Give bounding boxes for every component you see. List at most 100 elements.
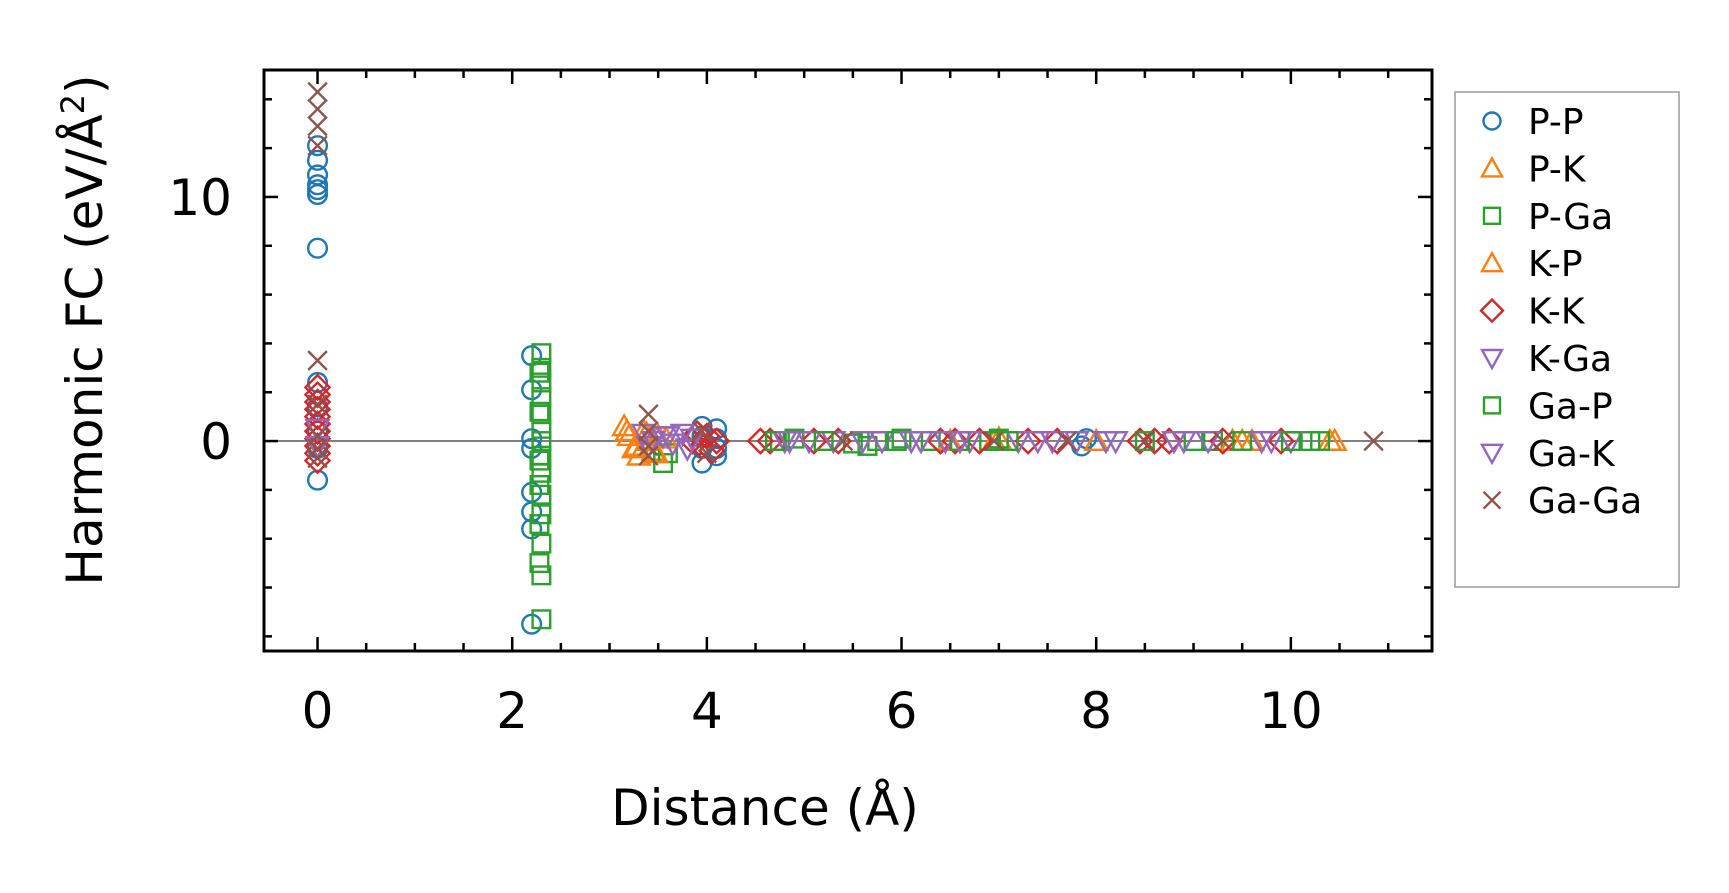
data-point bbox=[697, 437, 726, 465]
data-point bbox=[1134, 431, 1155, 452]
y-axis-label: Harmonic FC (eV/Å2) bbox=[54, 74, 114, 585]
data-point bbox=[303, 395, 332, 424]
legend-label: P-K bbox=[1528, 149, 1587, 190]
data-point bbox=[800, 427, 828, 455]
legend-marker bbox=[1479, 250, 1505, 273]
legend-label: K-P bbox=[1528, 244, 1583, 285]
data-point bbox=[898, 431, 925, 455]
data-point bbox=[531, 431, 552, 452]
data-point bbox=[306, 371, 329, 394]
data-point bbox=[307, 98, 328, 120]
data-point bbox=[1195, 431, 1222, 455]
legend: P-P P-K P-Ga K-P K-K K-Ga Ga-P Ga-K Ga-Ga bbox=[1479, 102, 1642, 522]
data-point bbox=[531, 609, 552, 630]
data-point bbox=[306, 135, 329, 157]
data-point bbox=[1363, 430, 1384, 452]
legend-label: P-P bbox=[1528, 102, 1584, 143]
data-point bbox=[746, 427, 775, 455]
data-point bbox=[1232, 431, 1253, 452]
data-point bbox=[531, 404, 552, 425]
y-axis-label-end: ) bbox=[56, 74, 114, 94]
x-tick-label: 2 bbox=[496, 682, 528, 740]
data-point bbox=[776, 431, 803, 455]
data-point bbox=[891, 428, 912, 449]
data-point bbox=[832, 430, 854, 452]
data-point bbox=[1014, 427, 1042, 455]
data-point bbox=[1134, 430, 1156, 452]
data-point bbox=[1208, 427, 1237, 455]
plot-frame bbox=[262, 68, 1434, 653]
data-point bbox=[531, 357, 552, 378]
data-point bbox=[1161, 431, 1188, 455]
data-point bbox=[1056, 430, 1078, 452]
data-point bbox=[1039, 431, 1066, 455]
data-point bbox=[306, 469, 329, 491]
data-points bbox=[303, 81, 1384, 635]
y-tick-label: 0 bbox=[200, 413, 232, 471]
data-point bbox=[638, 445, 659, 466]
data-point bbox=[307, 438, 328, 459]
legend-marker bbox=[1479, 297, 1505, 324]
data-point bbox=[307, 115, 328, 137]
x-tick-label: 8 bbox=[1080, 682, 1112, 740]
legend-label: Ga-Ga bbox=[1528, 481, 1642, 522]
data-point bbox=[529, 450, 550, 471]
series-p-p bbox=[306, 135, 1098, 635]
data-point bbox=[1043, 427, 1072, 455]
x-tick-label: 4 bbox=[691, 682, 723, 740]
data-point bbox=[531, 343, 552, 364]
data-point bbox=[306, 149, 329, 171]
legend-label: K-Ga bbox=[1528, 339, 1612, 380]
data-point bbox=[1024, 431, 1051, 455]
data-point bbox=[1092, 431, 1119, 455]
series-k-k bbox=[303, 373, 1295, 475]
legend-label: K-K bbox=[1528, 292, 1586, 333]
data-point bbox=[531, 565, 552, 586]
data-point bbox=[691, 421, 713, 442]
data-point bbox=[756, 427, 784, 455]
legend-marker bbox=[1482, 111, 1502, 131]
tick-labels: 0 2 4 6 8 10 0 10 bbox=[168, 169, 1322, 740]
data-point bbox=[1248, 431, 1275, 455]
data-point bbox=[941, 427, 969, 455]
legend-label: Ga-P bbox=[1528, 386, 1613, 427]
data-point bbox=[849, 431, 876, 455]
data-point bbox=[529, 475, 550, 496]
data-point bbox=[638, 404, 659, 425]
y-axis-label-main: Harmonic FC (eV/Å bbox=[56, 114, 114, 585]
data-point bbox=[654, 426, 681, 450]
axis-ticks bbox=[264, 70, 1432, 651]
data-point bbox=[307, 394, 328, 415]
data-point bbox=[307, 447, 328, 469]
data-point bbox=[614, 417, 641, 442]
legend-marker bbox=[1482, 396, 1502, 415]
legend-label: P-Ga bbox=[1528, 197, 1613, 238]
data-point bbox=[1280, 431, 1301, 452]
x-tick-label: 6 bbox=[886, 682, 918, 740]
data-point bbox=[1083, 427, 1110, 452]
legend-marker bbox=[1479, 443, 1505, 466]
legend-marker bbox=[1479, 155, 1505, 178]
data-point bbox=[640, 431, 667, 455]
data-point bbox=[965, 427, 994, 455]
data-point bbox=[303, 373, 332, 402]
data-point bbox=[306, 183, 329, 206]
series-p-ga bbox=[531, 343, 1331, 630]
legend-marker bbox=[1479, 348, 1505, 371]
data-point bbox=[531, 533, 552, 554]
data-point bbox=[669, 423, 696, 448]
data-point bbox=[1212, 430, 1233, 452]
legend-marker bbox=[1482, 206, 1502, 226]
data-point bbox=[813, 431, 834, 452]
series-ga-p bbox=[529, 362, 1301, 574]
legend-marker bbox=[1482, 490, 1502, 510]
data-point bbox=[706, 445, 728, 467]
legend-label: Ga-K bbox=[1528, 434, 1616, 475]
data-point bbox=[998, 431, 1019, 452]
data-point bbox=[638, 435, 659, 457]
y-axis-label-superscript: 2 bbox=[54, 94, 92, 114]
data-point bbox=[531, 462, 552, 483]
data-point bbox=[946, 431, 973, 455]
data-point bbox=[303, 380, 332, 409]
